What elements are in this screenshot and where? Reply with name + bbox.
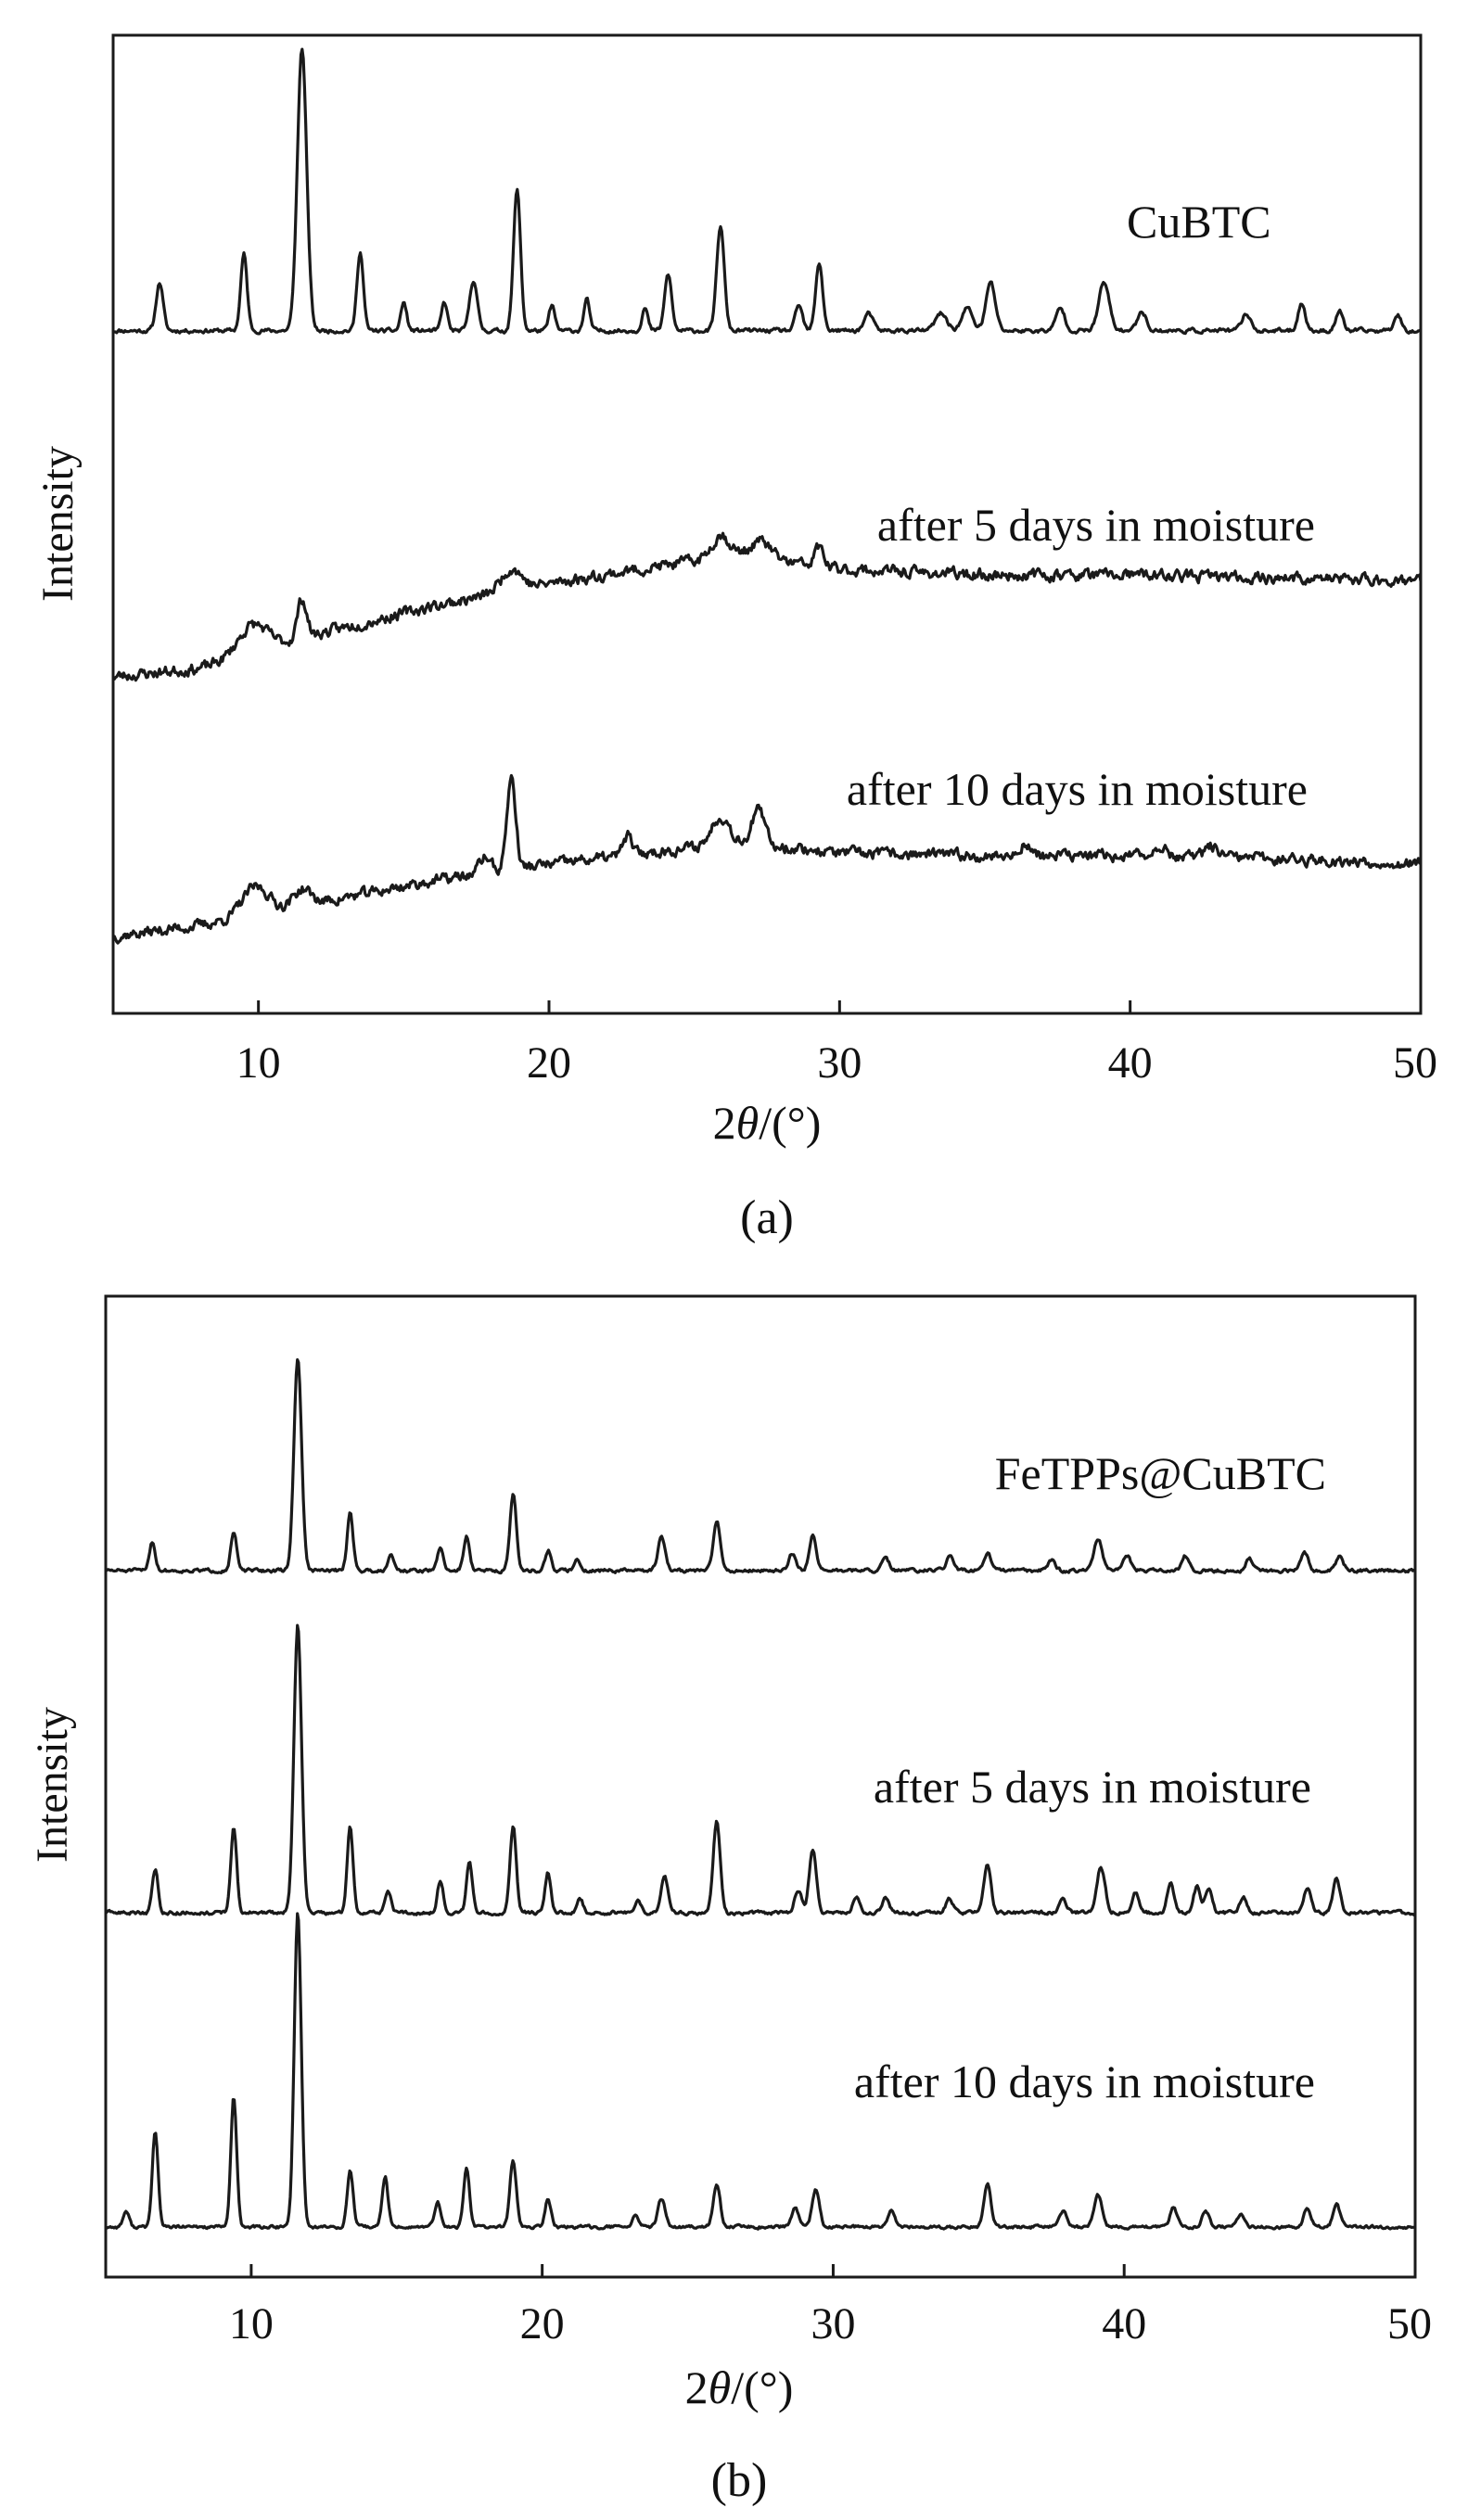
panel-b-x-tick-labels: 10 20 30 40 50 [229, 2299, 1432, 2348]
panel-a-series [111, 47, 1423, 945]
panel-b-series-label-2: after 5 days in moisture [874, 1761, 1311, 1813]
panel-a-series-label-3: after 10 days in moisture [847, 763, 1308, 815]
panel-b-x-tick-label-30: 30 [811, 2299, 855, 2348]
panel-b-x-tick-label-40: 40 [1102, 2299, 1146, 2348]
panel-b-x-axis-label-theta: θ [709, 2361, 732, 2413]
panel-b-series-line-2 [104, 1623, 1417, 1917]
panel-a-x-ticks [257, 1000, 1423, 1013]
panel-a-caption: (a) [740, 1191, 794, 1244]
panel-a-x-tick-labels: 10 20 30 40 50 [236, 1038, 1437, 1088]
panel-a-x-axis-label-theta: θ [736, 1097, 760, 1149]
panel-b-series-line-1 [104, 1358, 1416, 1575]
panel-b-series-line-3 [105, 1912, 1416, 2231]
panel-b-caption: (b) [711, 2454, 768, 2507]
panel-a-series-label-2: after 5 days in moisture [877, 499, 1315, 551]
panel-a-x-tick-label-20: 20 [527, 1038, 571, 1088]
panel-a-x-axis-label-suffix: /(°) [759, 1097, 821, 1149]
panel-a-y-axis-label: Intensity [33, 446, 83, 602]
panel-b-series-label-1: FeTPPs@CuBTC [995, 1447, 1326, 1499]
panel-a-x-axis-label-prefix: 2 [713, 1097, 736, 1149]
panel-b-x-tick-label-20: 20 [520, 2299, 565, 2348]
panel-a-x-tick-label-50: 50 [1393, 1038, 1437, 1088]
panel-b-x-tick-label-10: 10 [229, 2299, 274, 2348]
panel-b-series-label-3: after 10 days in moisture [854, 2055, 1315, 2107]
panel-a: 10 20 30 40 50 CuBTC after 5 days in moistur… [33, 33, 1437, 1244]
panel-b-x-axis-label: 2θ/(°) [685, 2361, 794, 2413]
panel-b: 10 20 30 40 50 FeTPPs@CuBTC after 5 days in … [28, 1294, 1432, 2507]
panel-b-x-axis-label-prefix: 2 [685, 2361, 709, 2413]
panel-b-series [104, 1358, 1417, 2231]
panel-b-y-axis-label: Intensity [28, 1707, 77, 1863]
panel-a-x-tick-label-30: 30 [817, 1038, 862, 1088]
panel-a-series-line-1 [112, 47, 1423, 336]
panel-a-x-tick-label-10: 10 [236, 1038, 281, 1088]
panel-a-x-axis-label: 2θ/(°) [713, 1097, 822, 1149]
panel-a-frame [111, 33, 1423, 1015]
panel-b-x-tick-label-50: 50 [1387, 2299, 1432, 2348]
panel-a-x-tick-label-40: 40 [1108, 1038, 1153, 1088]
panel-b-x-axis-label-suffix: /(°) [731, 2361, 793, 2413]
panel-b-frame [104, 1294, 1417, 2279]
panel-b-x-ticks [249, 2264, 1417, 2277]
panel-a-series-label-1: CuBTC [1127, 196, 1271, 248]
panel-a-series-line-2 [112, 531, 1423, 682]
panel-a-series-line-3 [111, 773, 1423, 945]
